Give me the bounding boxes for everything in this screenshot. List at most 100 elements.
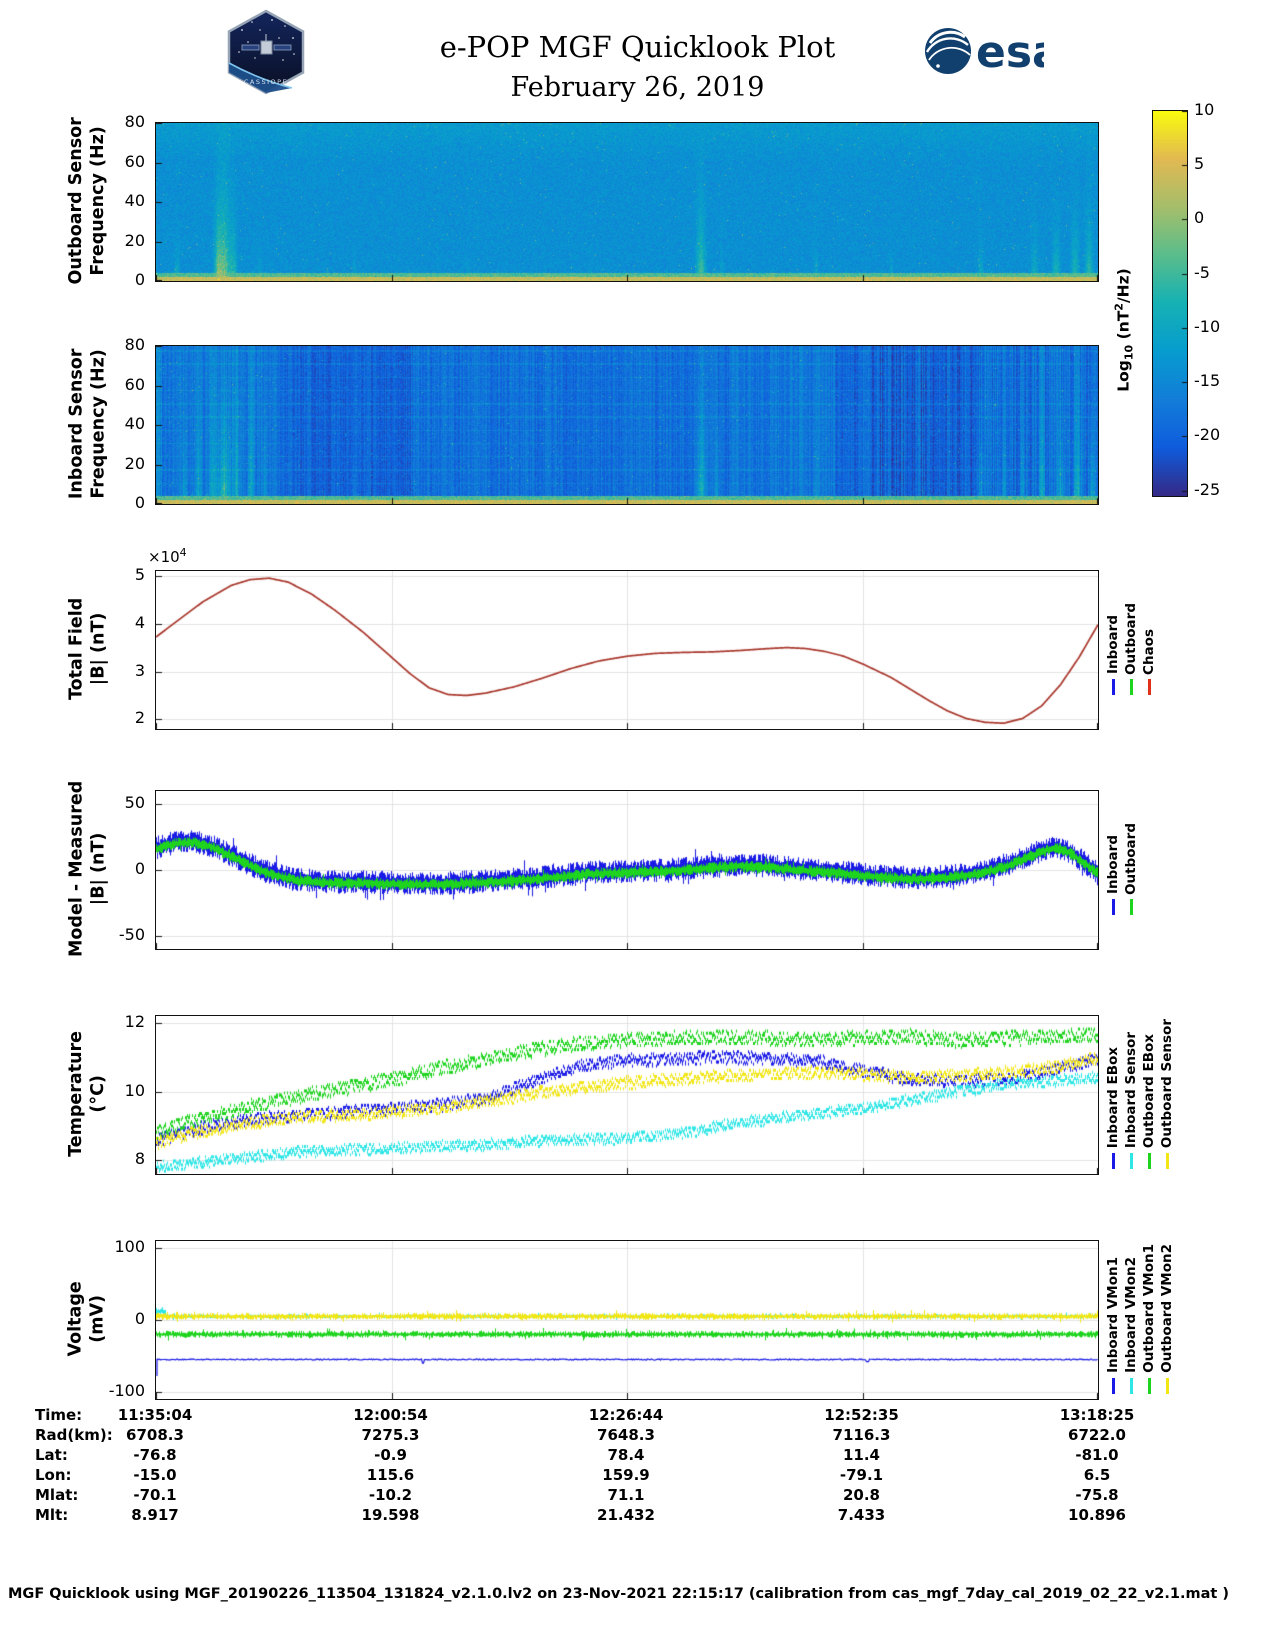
legend-line-sample	[1165, 1377, 1169, 1394]
plot-date: February 26, 2019	[510, 72, 765, 103]
ephemeris-row-label: Rad(km):	[35, 1426, 113, 1444]
ephemeris-value: 21.432	[597, 1506, 655, 1524]
axis-label-outboard_spectrogram: Outboard Sensor Frequency (Hz)	[46, 117, 130, 284]
ephemeris-value: 11:35:04	[117, 1406, 193, 1424]
footer-caption: MGF Quicklook using MGF_20190226_113504_…	[8, 1586, 1230, 1602]
legend-entry: Inboard Sensor	[1123, 1031, 1139, 1170]
colorbar-tick-label: 0	[1194, 208, 1205, 228]
voltage-panel	[155, 1240, 1099, 1400]
y-tick-label: 3	[134, 660, 145, 680]
colorbar-tick-label: -10	[1194, 316, 1221, 336]
legend-label: Inboard Sensor	[1123, 1031, 1139, 1149]
y-tick-label: 10	[124, 1080, 145, 1100]
ephemeris-value: 7.433	[837, 1506, 886, 1524]
y-tick-label: 40	[124, 191, 145, 210]
legend-label: Inboard VMon2	[1123, 1257, 1139, 1373]
total_field-canvas	[156, 571, 1098, 729]
colorbar-title-mid: (nT	[1114, 310, 1133, 345]
legend-line-sample	[1165, 1153, 1169, 1170]
patch-caption: CASSIOPE	[244, 78, 288, 86]
model-minus-measured-panel	[155, 790, 1099, 950]
ephemeris-value: 10.896	[1068, 1506, 1126, 1524]
legend-entry: Inboard VMon1	[1105, 1257, 1121, 1394]
legend-entry: Outboard VMon1	[1141, 1244, 1157, 1394]
colorbar-tick-label: -15	[1194, 371, 1221, 391]
legend-line-sample	[1147, 1377, 1151, 1394]
ephemeris-value: 12:00:54	[353, 1406, 428, 1424]
ephemeris-value: 159.9	[602, 1466, 650, 1484]
ephemeris-value: 11.4	[842, 1446, 880, 1464]
colorbar-title: Log10 (nT2/Hz)	[1112, 268, 1135, 391]
legend-model_minus_measured: Inboard Outboard	[1104, 790, 1140, 948]
y-tick-label: 12	[124, 1011, 145, 1031]
plot-title: e-POP MGF Quicklook Plot	[439, 30, 836, 64]
patch-earth-glow	[228, 62, 293, 89]
legend-voltage: Inboard VMon1 Inboard VMon2 Outboard VMon1…	[1104, 1240, 1176, 1398]
temperature-panel	[155, 1015, 1099, 1175]
y-tick-label: 80	[124, 112, 145, 131]
inboard_spectrogram-canvas	[156, 346, 1098, 504]
legend-line-sample	[1129, 1377, 1133, 1394]
legend-line-sample	[1129, 899, 1133, 916]
axis-label-total_field: Total Field |B| (nT)	[46, 570, 130, 728]
ephemeris-value: 78.4	[607, 1446, 645, 1464]
ephemeris-value: -81.0	[1075, 1446, 1119, 1464]
legend-line-sample	[1111, 1153, 1115, 1170]
y-tick-label: 0	[134, 1309, 145, 1328]
cassiope-mission-patch: CASSIOPE	[227, 9, 305, 95]
ephemeris-value: -75.8	[1075, 1486, 1119, 1504]
ephemeris-value: 7648.3	[597, 1426, 655, 1444]
y-tick-label: 80	[124, 335, 145, 354]
colorbar-canvas	[1153, 111, 1187, 496]
esa-logo: esa	[925, 27, 1044, 78]
ephemeris-value: 13:18:25	[1059, 1406, 1135, 1424]
axis-label-inboard_spectrogram: Inboard Sensor Frequency (Hz)	[46, 345, 130, 503]
legend-entry: Inboard VMon2	[1123, 1257, 1139, 1394]
y-tick-label: 0	[134, 859, 145, 878]
legend-entry: Inboard	[1105, 615, 1121, 696]
legend-entries: Inboard Outboard	[1104, 823, 1140, 916]
y-tick-label: 60	[124, 374, 145, 394]
legend-entries: Inboard Outboard Chaos	[1104, 603, 1158, 696]
colorbar-title-text: Log	[1114, 360, 1133, 392]
y-tick-label: 0	[134, 270, 145, 289]
legend-label: Outboard	[1123, 822, 1139, 895]
colorbar-tick-label: 10	[1194, 100, 1215, 119]
legend-line-sample	[1111, 899, 1115, 916]
axis-label-text: Total Field |B| (nT)	[66, 597, 108, 701]
axis-label-text: Model - Measured |B| (nT)	[66, 780, 108, 958]
legend-entries: Inboard EBox Inboard Sensor Outboard EBox O…	[1104, 1019, 1176, 1170]
patch-stars	[238, 19, 295, 61]
legend-line-sample	[1147, 1153, 1151, 1170]
voltage-canvas	[156, 1241, 1098, 1399]
ephemeris-row-label: Time:	[35, 1406, 83, 1424]
ephemeris-value: -0.9	[374, 1446, 407, 1464]
model_minus_measured-canvas	[156, 791, 1098, 949]
ephemeris-row-label: Lat:	[35, 1446, 68, 1464]
ephemeris-value: -70.1	[133, 1486, 177, 1504]
legend-entry: Inboard EBox	[1105, 1047, 1121, 1170]
colorbar-tick-label: 5	[1194, 154, 1205, 174]
ephemeris-value: -10.2	[368, 1486, 413, 1504]
colorbar	[1152, 110, 1188, 497]
ephemeris-value: 20.8	[842, 1486, 880, 1504]
legend-label: Chaos	[1141, 628, 1157, 675]
legend-label: Outboard EBox	[1141, 1033, 1157, 1149]
colorbar-tick-label: -25	[1194, 479, 1221, 499]
legend-label: Inboard	[1105, 615, 1121, 675]
y-tick-label: 20	[124, 230, 145, 250]
y-tick-label: 60	[124, 151, 145, 171]
y-tick-label: 4	[134, 612, 145, 632]
colorbar-title-post: /Hz)	[1114, 268, 1133, 304]
inboard-spectrogram-panel	[155, 345, 1099, 505]
axis-label-temperature: Temperature (°C)	[46, 1015, 130, 1173]
legend-line-sample	[1111, 679, 1115, 696]
total-field-panel	[155, 570, 1099, 730]
y-tick-label: 0	[134, 493, 145, 512]
y-axis-scale-label: ×104	[148, 546, 187, 566]
legend-line-sample	[1129, 1153, 1133, 1170]
ephemeris-row-label: Mlat:	[35, 1486, 79, 1504]
y-tick-label: -50	[118, 924, 145, 944]
legend-line-sample	[1129, 679, 1133, 696]
legend-label: Outboard	[1123, 602, 1139, 675]
